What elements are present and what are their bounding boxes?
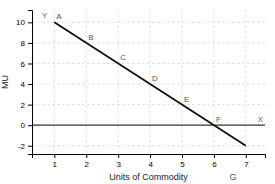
y-axis-title: MU [0,75,10,89]
x-tick: 6 [212,154,217,169]
x-tick: 7 [244,154,249,169]
x-grid-line [182,10,183,154]
x-tick-mark [214,154,215,158]
x-grid-line [118,10,119,154]
annotation: X [258,115,264,124]
y-tick-label: -2 [18,142,26,151]
chart: 1 2 3 4 5 6 7 -2 0 2 4 6 8 10 Units of Commodity MU A B C D… [0,0,275,184]
y-tick-mark [28,125,32,126]
x-grid-line [150,10,151,154]
y-tick-mark [28,43,32,44]
y-tick-label: 4 [21,80,26,89]
x-tick: 5 [180,154,185,169]
y-tick: 10 [16,18,32,27]
y-tick: -2 [18,142,32,151]
x-tick-label: 1 [53,160,58,169]
grid [32,10,265,154]
x-tick-label: 5 [180,160,185,169]
y-axis: -2 0 2 4 6 8 10 [16,11,32,155]
x-axis-line [33,155,266,159]
y-tick: 8 [21,39,32,48]
annotation: E [184,95,189,104]
y-grid-line [32,22,265,23]
line [54,22,246,145]
annotation: A [56,12,62,21]
y-tick-label: 8 [21,39,26,48]
x-axis: 1 2 3 4 5 6 7 [33,154,266,169]
y-tick-label: 2 [21,101,26,110]
x-tick-label: 2 [85,160,90,169]
annotations: A B C D E F X Y G [42,11,264,182]
x-tick: 4 [148,154,153,169]
x-tick-mark [182,154,183,158]
annotation: Y [42,11,48,20]
y-tick: 6 [21,60,32,69]
y-tick-label: 0 [21,121,26,130]
x-tick: 3 [116,154,121,169]
x-tick-label: 3 [116,160,121,169]
x-tick-label: 6 [212,160,217,169]
x-tick: 2 [85,154,90,169]
x-tick-mark [54,154,55,158]
y-tick-mark [28,105,32,106]
annotation: F [216,115,221,124]
x-grid-line [213,10,214,154]
x-tick-mark [118,154,119,158]
y-tick-label: 6 [21,60,26,69]
annotation: G [230,172,237,182]
x-tick-label: 4 [148,160,153,169]
y-tick: 4 [21,80,32,89]
plot: 1 2 3 4 5 6 7 -2 0 2 4 6 8 10 Units of Commodity MU A B C D… [0,10,266,182]
y-tick-mark [28,63,32,64]
x-axis-title: Units of Commodity [109,172,188,182]
x-grid-line [245,10,246,154]
annotation: B [88,33,93,42]
y-axis-line [28,11,33,155]
annotation: C [120,53,126,62]
x-tick-mark [86,154,87,158]
y-grid-line [32,42,265,43]
x-grid-line [86,10,87,154]
x-grid-line [54,10,55,154]
y-grid-line [32,145,265,146]
x-tick-mark [246,154,247,158]
zero-line [32,125,265,126]
y-grid-line [32,104,265,105]
marks [54,22,246,145]
x-tick-mark [150,154,151,158]
x-tick-label: 7 [244,160,249,169]
y-tick-mark [28,84,32,85]
y-grid-line [32,63,265,64]
y-tick-mark [28,146,32,147]
x-tick: 1 [53,154,58,169]
y-tick-mark [28,22,32,23]
y-tick: 2 [21,101,32,110]
y-tick-label: 10 [16,18,25,27]
annotation: D [152,74,158,83]
y-tick: 0 [21,121,32,130]
